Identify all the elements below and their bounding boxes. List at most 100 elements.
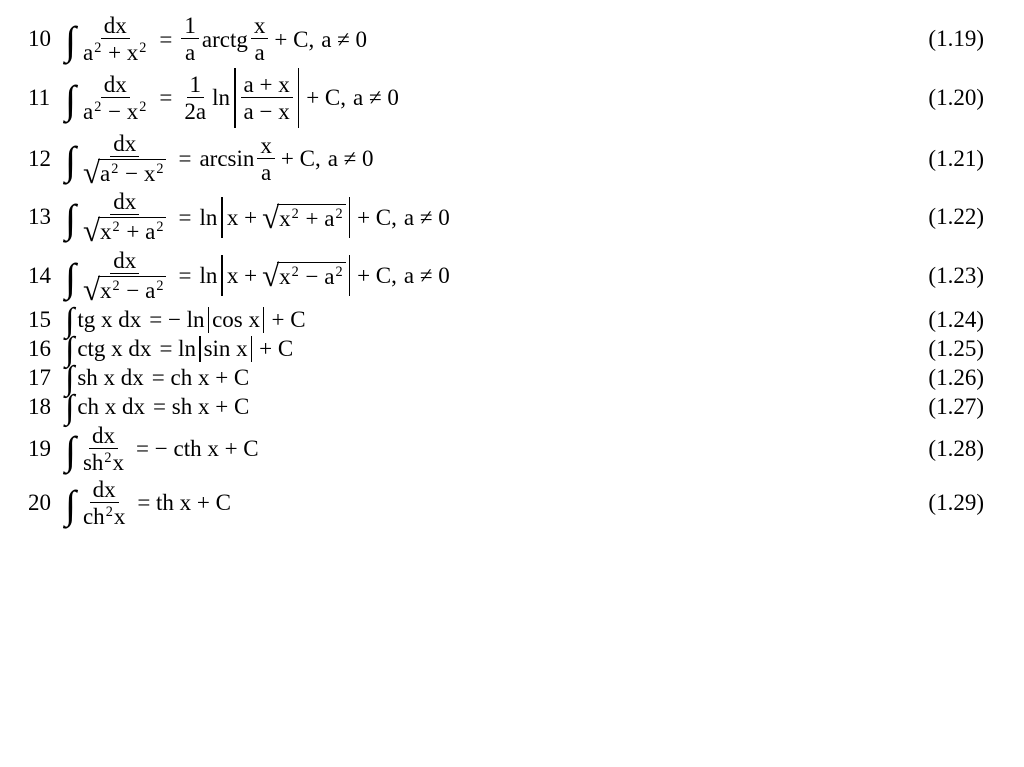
item-number: 17 (28, 365, 64, 391)
item-number: 19 (28, 436, 64, 462)
formula-row: 12 ∫ dx √ a2 − x2 (28, 132, 984, 186)
equation-ref: (1.22) (914, 204, 984, 230)
formula-left: 20 ∫ dx ch2x = th x + C (28, 478, 902, 528)
frac-num: dx (101, 14, 130, 39)
equation: ∫ ctg x dx = ln sin x + C (64, 336, 293, 361)
formula-row: 15 ∫ tg x dx = − ln cos x + C (1.24) (28, 307, 984, 333)
rhs-post: + C (271, 308, 305, 331)
tail: + C (357, 264, 391, 287)
formula-row: 11 ∫ dx a2 − x2 = 1 2a ln (28, 68, 984, 128)
formula-left: 17 ∫ sh x dx = ch x + C (28, 365, 902, 391)
equation: ∫ dx a2 + x2 = 1 a arctg x a (64, 14, 367, 64)
item-number: 14 (28, 263, 64, 289)
integrand: ch x dx (76, 395, 146, 418)
equation-ref: (1.20) (914, 85, 984, 111)
equation-ref: (1.28) (914, 436, 984, 462)
equation-ref: (1.26) (914, 365, 984, 391)
condition: a ≠ 0 (321, 28, 367, 51)
rhs: = sh x + C (153, 395, 249, 418)
formula-row: 17 ∫ sh x dx = ch x + C (1.26) (28, 365, 984, 391)
rhs-post: + C (259, 337, 293, 360)
equation-ref: (1.21) (914, 146, 984, 172)
coef-fraction: 1 2a (181, 73, 209, 123)
sqrt: √ x2 + a2 (262, 204, 346, 231)
formula-row: 19 ∫ dx sh2x = − cth x + C (1.28) (28, 424, 984, 474)
integral-icon: ∫ (65, 86, 76, 114)
formula-row: 14 ∫ dx √ x2 − a2 (28, 249, 984, 303)
fn: ln (211, 86, 231, 109)
condition: a ≠ 0 (328, 147, 374, 170)
equation: ∫ dx a2 − x2 = 1 2a ln a + x (64, 68, 399, 128)
integral-icon: ∫ (65, 264, 76, 292)
integrand: ctg x dx (76, 337, 152, 360)
integrand-fraction: dx √ a2 − x2 (80, 132, 170, 186)
tail: + C (274, 28, 308, 51)
integrand-fraction: dx √ x2 − a2 (80, 249, 170, 303)
integral-icon: ∫ (65, 396, 74, 420)
abs: sin x (196, 336, 255, 361)
rhs: = ch x + C (152, 366, 250, 389)
equation: ∫ dx sh2x = − cth x + C (64, 424, 259, 474)
equation: ∫ dx √ a2 − x2 = (64, 132, 374, 186)
abs: x + √ x2 + a2 (218, 197, 353, 238)
tail: + C (306, 86, 340, 109)
abs: a + x a − x (231, 68, 302, 128)
integrand-fraction: dx a2 + x2 (80, 14, 150, 64)
formula-left: 13 ∫ dx √ x2 + a2 (28, 190, 902, 244)
abs: cos x (205, 307, 268, 332)
equation: ∫ sh x dx = ch x + C (64, 366, 249, 390)
item-number: 18 (28, 394, 64, 420)
formula-left: 12 ∫ dx √ a2 − x2 (28, 132, 902, 186)
formula-left: 10 ∫ dx a2 + x2 = 1 a arctg (28, 14, 902, 64)
formula-left: 18 ∫ ch x dx = sh x + C (28, 394, 902, 420)
integral-icon: ∫ (65, 491, 76, 519)
tail: + C (281, 147, 315, 170)
formula-row: 10 ∫ dx a2 + x2 = 1 a arctg (28, 14, 984, 64)
integral-icon: ∫ (65, 367, 74, 391)
abs: x + √ x2 − a2 (218, 255, 353, 296)
formula-row: 13 ∫ dx √ x2 + a2 (28, 190, 984, 244)
integrand-fraction: dx a2 − x2 (80, 73, 150, 123)
integral-icon: ∫ (65, 437, 76, 465)
integral-icon: ∫ (65, 147, 76, 175)
integral-icon: ∫ (65, 205, 76, 233)
equation-ref: (1.25) (914, 336, 984, 362)
formula-row: 16 ∫ ctg x dx = ln sin x + C (1.25) (28, 336, 984, 362)
equation-ref: (1.19) (914, 26, 984, 52)
fn: ln (198, 206, 218, 229)
integrand-fraction: dx ch2x (80, 478, 128, 528)
item-number: 13 (28, 204, 64, 230)
rhs-pre: = ln (159, 337, 196, 360)
formula-left: 11 ∫ dx a2 − x2 = 1 2a ln (28, 68, 902, 128)
formula-left: 14 ∫ dx √ x2 − a2 (28, 249, 902, 303)
item-number: 16 (28, 336, 64, 362)
integrand: tg x dx (76, 308, 142, 331)
integrand-fraction: dx √ x2 + a2 (80, 190, 170, 244)
condition: a ≠ 0 (353, 86, 399, 109)
formula-left: 16 ∫ ctg x dx = ln sin x + C (28, 336, 902, 362)
sqrt: √ x2 − a2 (262, 262, 346, 289)
arg-fraction: x a (257, 134, 275, 184)
equation: ∫ ch x dx = sh x + C (64, 395, 249, 419)
fn: arcsin (198, 147, 255, 170)
integral-icon: ∫ (65, 309, 74, 333)
formula-row: 18 ∫ ch x dx = sh x + C (1.27) (28, 394, 984, 420)
item-number: 11 (28, 85, 64, 111)
condition: a ≠ 0 (404, 206, 450, 229)
item-number: 12 (28, 146, 64, 172)
equation: ∫ dx ch2x = th x + C (64, 478, 231, 528)
condition: a ≠ 0 (404, 264, 450, 287)
integral-icon: ∫ (65, 338, 74, 362)
equation: ∫ dx √ x2 + a2 = (64, 190, 450, 244)
arg-fraction: x a (251, 14, 269, 64)
rhs: = th x + C (137, 491, 231, 514)
equation: ∫ tg x dx = − ln cos x + C (64, 307, 306, 332)
page: 10 ∫ dx a2 + x2 = 1 a arctg (0, 0, 1024, 767)
sqrt: √ x2 + a2 (83, 217, 167, 244)
fn: arctg (201, 28, 249, 51)
formula-left: 19 ∫ dx sh2x = − cth x + C (28, 424, 902, 474)
rhs: = − cth x + C (136, 437, 259, 460)
equation-ref: (1.27) (914, 394, 984, 420)
coef-fraction: 1 a (181, 14, 199, 64)
integral-icon: ∫ (65, 27, 76, 55)
